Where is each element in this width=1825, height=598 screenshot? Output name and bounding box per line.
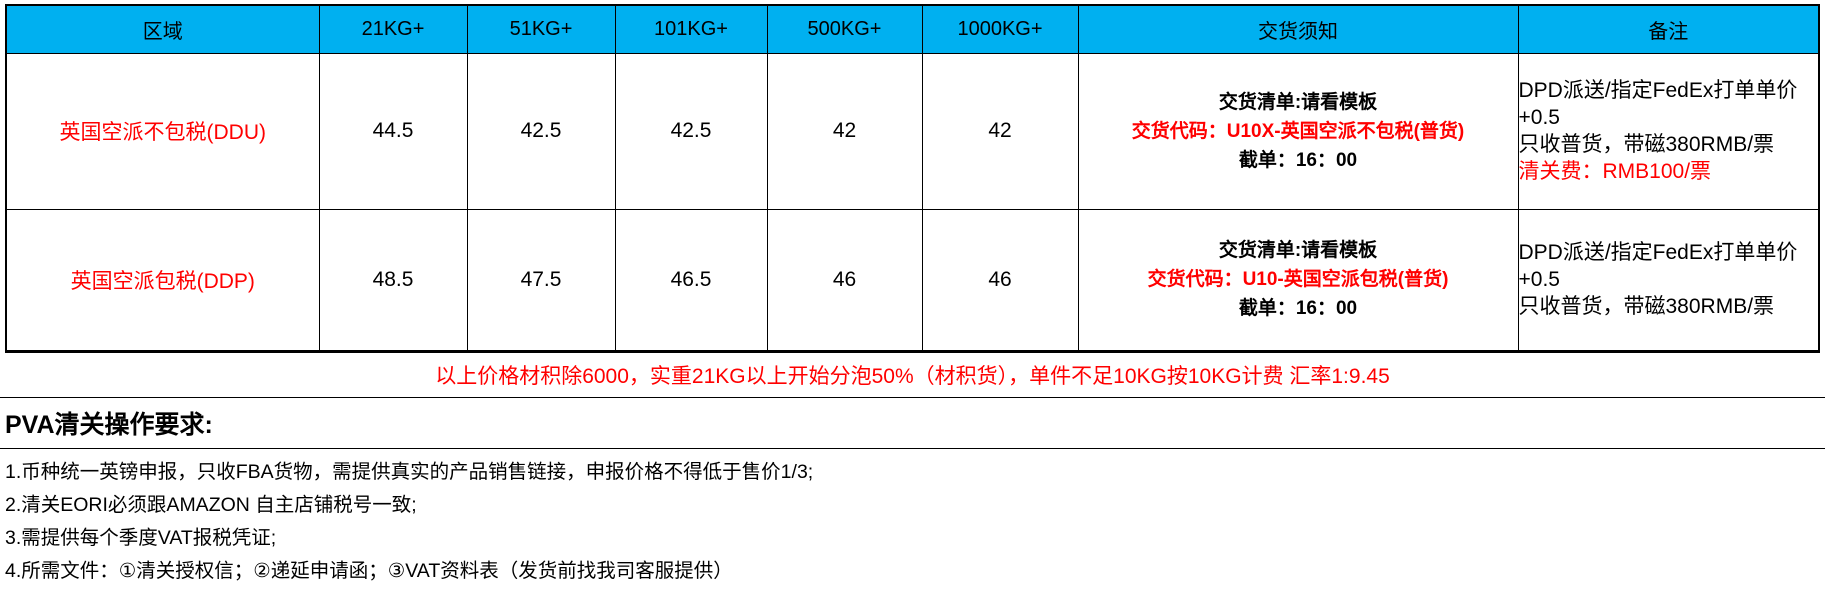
pva-item-4: 4.所需文件：①清关授权信；②递延申请函；③VAT资料表（发货前找我司客服提供） [5, 559, 733, 582]
pva-item-3: 3.需提供每个季度VAT报税凭证; [5, 526, 277, 549]
table-row-ddu: 英国空派不包税(DDU) 44.5 42.5 42.5 42 42 交货清单:请… [5, 52, 1820, 210]
delivery-notice-ddp: 交货清单:请看模板 交货代码：U10-英国空派包税(普货) 截单：16：00 [1077, 208, 1519, 352]
delivery-code-line: 交货代码：U10-英国空派包税(普货) [1147, 269, 1449, 290]
customs-fee-line: 清关费：RMB100/票 [1518, 160, 1712, 183]
region-name-ddp: 英国空派包税(DDP) [5, 208, 320, 352]
pva-requirements-list: 1.币种统一英镑申报，只收FBA货物，需提供真实的产品销售链接，申报价格不得低于… [0, 449, 1825, 588]
delivery-list-line: 交货清单:请看模板 [1218, 240, 1378, 261]
price-ddp-21kg: 48.5 [318, 208, 468, 352]
price-ddu-500kg: 42 [766, 52, 923, 210]
header-500kg: 500KG+ [766, 4, 923, 54]
price-ddu-1000kg: 42 [921, 52, 1079, 210]
price-ddu-51kg: 42.5 [466, 52, 616, 210]
remarks-ddp: DPD派送/指定FedEx打单单价+0.5 只收普货，带磁380RMB/票 [1517, 208, 1820, 352]
delivery-notice-ddu: 交货清单:请看模板 交货代码：U10X-英国空派不包税(普货) 截单：16：00 [1077, 52, 1519, 210]
price-ddp-101kg: 46.5 [614, 208, 768, 352]
price-ddp-51kg: 47.5 [466, 208, 616, 352]
delivery-code-line: 交货代码：U10X-英国空派不包税(普货) [1131, 120, 1465, 142]
rate-table: 区域 21KG+ 51KG+ 101KG+ 500KG+ 1000KG+ 交货须… [5, 4, 1820, 353]
pva-item-1: 1.币种统一英镑申报，只收FBA货物，需提供真实的产品销售链接，申报价格不得低于… [5, 460, 814, 483]
header-region: 区域 [5, 4, 320, 54]
price-ddu-101kg: 42.5 [614, 52, 768, 210]
pricing-note: 以上价格材积除6000，实重21KG以上开始分泡50%（材积货），单件不足10K… [0, 353, 1825, 398]
price-ddp-1000kg: 46 [921, 208, 1079, 352]
header-1000kg: 1000KG+ [921, 4, 1079, 54]
table-header-row: 区域 21KG+ 51KG+ 101KG+ 500KG+ 1000KG+ 交货须… [5, 4, 1820, 54]
remark-line: DPD派送/指定FedEx打单单价+0.5 [1518, 241, 1798, 291]
header-21kg: 21KG+ [318, 4, 468, 54]
remark-line: 只收普货，带磁380RMB/票 [1518, 295, 1775, 318]
delivery-list-line: 交货清单:请看模板 [1218, 91, 1378, 113]
pva-section-title: PVA清关操作要求: [0, 398, 1825, 449]
cutoff-time-line: 截单：16：00 [1238, 298, 1358, 319]
table-row-ddp: 英国空派包税(DDP) 48.5 47.5 46.5 46 46 交货清单:请看… [5, 208, 1820, 352]
region-name-ddu: 英国空派不包税(DDU) [5, 52, 320, 210]
remarks-ddu: DPD派送/指定FedEx打单单价+0.5 只收普货，带磁380RMB/票 清关… [1517, 52, 1820, 210]
header-remarks: 备注 [1517, 4, 1820, 54]
price-ddu-21kg: 44.5 [318, 52, 468, 210]
cutoff-time-line: 截单：16：00 [1238, 149, 1358, 171]
header-51kg: 51KG+ [466, 4, 616, 54]
remark-line: 只收普货，带磁380RMB/票 [1518, 133, 1775, 156]
pva-item-2: 2.清关EORI必须跟AMAZON 自主店铺税号一致; [5, 493, 417, 516]
header-101kg: 101KG+ [614, 4, 768, 54]
remark-line: DPD派送/指定FedEx打单单价+0.5 [1518, 79, 1798, 129]
price-ddp-500kg: 46 [766, 208, 923, 352]
header-delivery-notice: 交货须知 [1077, 4, 1519, 54]
